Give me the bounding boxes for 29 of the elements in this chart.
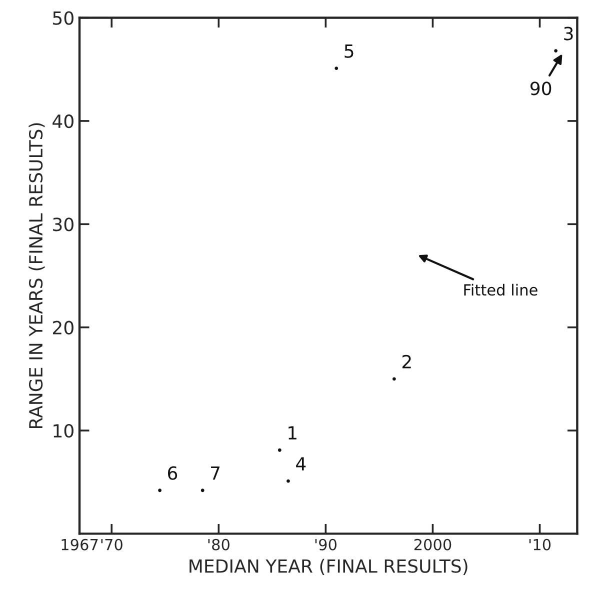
- annotation: 1: [288, 426, 296, 440]
- annotation: 90: [530, 82, 552, 96]
- point: [286, 479, 290, 483]
- annotation: 5: [344, 44, 354, 58]
- point: [200, 488, 204, 492]
- annotation: 6: [168, 466, 178, 480]
- annotation: 4: [296, 457, 306, 470]
- x-tick-label: 2000: [414, 538, 452, 550]
- x-tick-label: '90: [315, 538, 336, 550]
- x-tick-label: '70: [101, 538, 122, 550]
- point: [158, 488, 162, 492]
- annotation: 3: [564, 26, 573, 40]
- annotation: 2: [402, 354, 411, 368]
- annotation: 7: [211, 466, 220, 480]
- y-tick-label: 20: [53, 320, 74, 334]
- point: [334, 66, 338, 70]
- x-tick-label: '10: [529, 538, 551, 550]
- y-axis-title: RANGE IN YEARS (FINAL RESULTS): [28, 123, 45, 428]
- point: [554, 49, 558, 53]
- y-tick-label: 30: [53, 218, 74, 232]
- point: [278, 448, 282, 452]
- annotation: Fitted line: [464, 284, 538, 296]
- x-tick-label: 1967: [62, 538, 98, 550]
- x-axis-title: MEDIAN YEAR (FINAL RESULTS): [190, 558, 468, 576]
- point: [392, 377, 396, 381]
- y-tick-label: 10: [54, 424, 74, 438]
- y-tick-label: 50: [53, 11, 74, 25]
- x-tick-label: '80: [208, 538, 230, 550]
- y-tick-label: 40: [52, 114, 74, 128]
